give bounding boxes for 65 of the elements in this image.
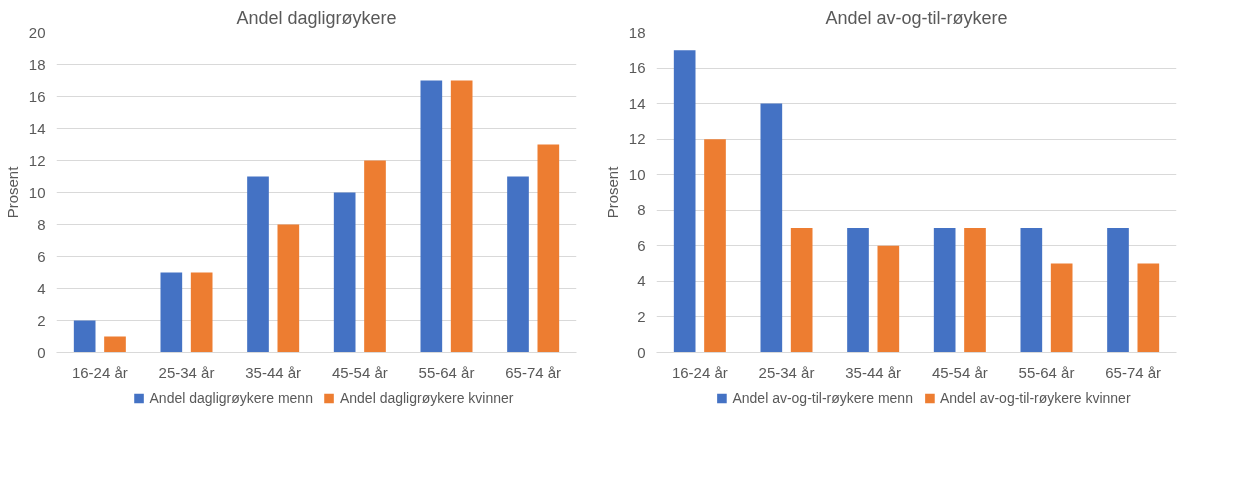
chart-title: Andel dagligrøykere (236, 7, 397, 28)
x-tick-label: 16-24 år (671, 363, 728, 381)
y-tick-label: 14 (628, 94, 646, 112)
y-tick-label: 2 (37, 311, 46, 329)
y-tick-label: 2 (637, 307, 646, 325)
x-tick-label: 35-44 år (245, 363, 302, 381)
bar (1020, 228, 1043, 353)
bar (247, 176, 269, 353)
y-tick-label: 14 (28, 119, 46, 137)
x-tick-label: 25-34 år (758, 363, 815, 381)
bar (507, 176, 529, 353)
legend-label: Andel av-og-til-røykere menn (732, 390, 913, 406)
x-tick-label: 55-64 år (1018, 363, 1075, 381)
y-tick-label: 10 (628, 165, 646, 183)
x-tick-label: 45-54 år (331, 363, 388, 381)
y-axis-title: Prosent (603, 165, 621, 219)
y-tick-label: 18 (628, 23, 646, 41)
bar (877, 245, 900, 353)
y-tick-label: 10 (28, 183, 46, 201)
bar (1050, 263, 1073, 353)
bar (790, 228, 813, 353)
bar (760, 103, 783, 353)
x-tick-label: 16-24 år (71, 363, 128, 381)
x-tick-label: 35-44 år (845, 363, 902, 381)
bar (160, 272, 183, 353)
chart-title: Andel av-og-til-røykere (825, 7, 1008, 28)
y-tick-label: 0 (637, 343, 646, 361)
y-tick-label: 6 (637, 236, 646, 254)
bar (847, 228, 869, 353)
bar (277, 224, 300, 353)
y-tick-label: 12 (628, 130, 646, 148)
bar (673, 50, 696, 353)
y-axis-title: Prosent (3, 165, 21, 219)
bar (537, 144, 560, 353)
y-tick-label: 16 (628, 59, 646, 77)
y-tick-label: 4 (37, 279, 46, 297)
x-tick-label: 55-64 år (418, 363, 475, 381)
y-tick-label: 0 (37, 343, 46, 361)
bar (450, 80, 473, 353)
x-tick-label: 65-74 år (505, 363, 562, 381)
bar (704, 139, 726, 353)
y-tick-label: 4 (637, 272, 646, 290)
legend-label: Andel dagligrøykere kvinner (339, 390, 514, 406)
y-tick-label: 8 (37, 215, 46, 233)
y-tick-label: 8 (637, 201, 646, 219)
x-tick-label: 45-54 år (931, 363, 988, 381)
legend-label: Andel dagligrøykere menn (149, 390, 313, 406)
y-tick-label: 6 (37, 247, 46, 265)
bar (964, 228, 986, 353)
y-tick-label: 16 (28, 87, 46, 105)
bar (190, 272, 213, 353)
legend-label: Andel av-og-til-røykere kvinner (939, 390, 1131, 406)
y-tick-label: 18 (28, 55, 46, 73)
bar (933, 228, 956, 353)
x-tick-label: 65-74 år (1105, 363, 1162, 381)
bar (104, 336, 126, 353)
bar (1107, 228, 1129, 353)
bar (73, 320, 96, 353)
bar (364, 160, 386, 353)
x-tick-label: 25-34 år (158, 363, 215, 381)
y-tick-label: 20 (28, 23, 46, 41)
bar (1137, 263, 1160, 353)
bar (333, 192, 356, 353)
bar (420, 80, 443, 353)
y-tick-label: 12 (28, 151, 46, 169)
